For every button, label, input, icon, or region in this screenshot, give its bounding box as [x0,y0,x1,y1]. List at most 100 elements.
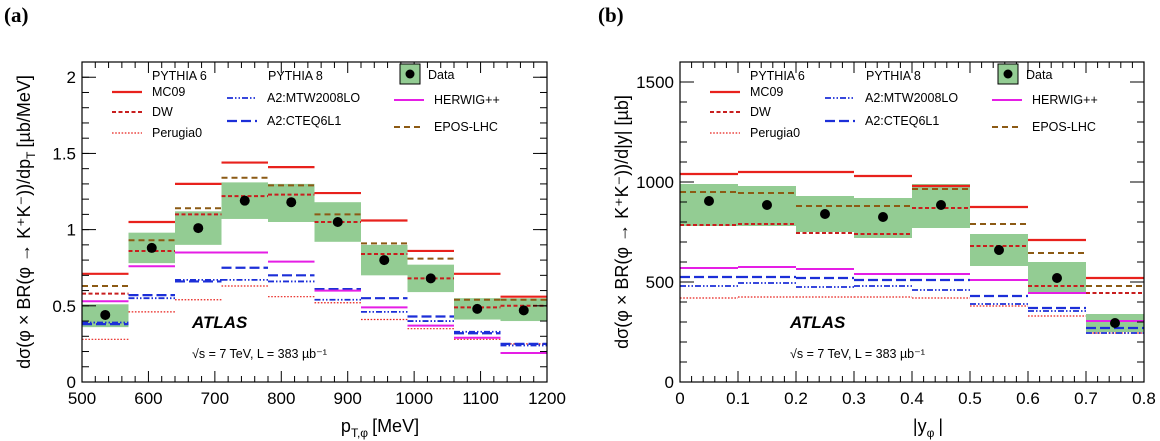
chart-panel-b: (b) 0 0.1 0.2 0.3 0.4 0.5 0.6 0.7 0.8 0 500 1000 1500… [598,3,1156,440]
panel-label: (b) [598,3,624,27]
y-axis-title-sub: T [24,151,38,159]
y-tick-label: 1500 [636,73,674,92]
data-point [425,273,436,284]
y-axis-title-main: dσ(φ × BR(φ → K⁺K⁻))/d|y| [µb] [612,95,632,349]
data-point [820,209,830,219]
x-tick-label: 0.7 [1074,389,1098,408]
data-point [100,309,111,320]
x-tick-label: 0.1 [726,389,750,408]
plot-frame [81,61,548,383]
legend-header-pythia8: PYTHIA 8 [268,69,323,83]
series-perugia0 [680,296,1144,334]
chart-panel-a: (a) 500 600 700 800 900 1000 1100 1200 0 0.5 1 1.5 2 p… [4,3,566,440]
x-tick-label: 0.4 [900,389,924,408]
legend-data-label: Data [428,68,454,82]
series-herwig- [82,251,547,355]
legend-label: DW [152,105,173,119]
y-axis-title-unit: [µb/MeV] [14,75,34,147]
legend-label: A2:CTEQ6L1 [865,114,939,128]
y-tick-label: 1 [67,221,76,240]
y-tick-label: 1000 [636,173,674,192]
series-mc09 [680,170,1144,280]
atlas-label: ATLAS [191,313,248,332]
data-point [1110,318,1120,328]
y-tick-label: 1.5 [52,144,76,163]
legend: PYTHIA 6 PYTHIA 8 Data MC09 DW Perugia0 A2:MTW… [112,63,500,140]
data-point [286,197,297,208]
legend-label: MC09 [750,85,783,99]
series-mc09 [82,161,547,298]
series-a2-mtw2008lo [82,279,547,347]
series-epos-lhc [82,176,547,301]
x-axis-title: pT,φ [MeV] [341,416,419,440]
legend-label: EPOS-LHC [1032,120,1096,134]
x-tick-label: 700 [201,389,229,408]
data-point [762,200,772,210]
x-axis-title: |yφ | [913,416,943,440]
legend-data-marker [1003,69,1013,79]
energy-label: √s = 7 TeV, L = 383 µb⁻¹ [192,347,327,361]
y-tick-label: 2 [67,68,76,87]
x-tick-label: 0.5 [958,389,982,408]
y-axis-title-main: dσ(φ × BR(φ → K⁺K⁻))/dp [14,159,34,369]
legend-header-pythia6: PYTHIA 6 [152,69,207,83]
legend-data-marker [405,69,415,79]
x-tick-label: 600 [134,389,162,408]
data-point [332,217,343,227]
legend-label: A2:CTEQ6L1 [267,114,341,128]
data-point [994,245,1004,255]
x-tick-label: 1000 [395,389,433,408]
legend-label: A2:MTW2008LO [865,91,958,105]
x-tick-label: 0.8 [1132,389,1156,408]
x-axis-title-unit: | [938,416,943,436]
legend: PYTHIA 6 PYTHIA 8 Data MC09 DW Perugia0 A2:MTW… [710,63,1098,140]
y-axis-title: dσ(φ × BR(φ → K⁺K⁻))/d|y| [µb] [612,95,632,349]
x-tick-label: 900 [334,389,362,408]
legend-label: HERWIG++ [434,93,500,107]
panel-label: (a) [4,3,29,27]
x-axis-title-main: |y [913,416,927,436]
x-tick-label: 1100 [462,389,499,408]
legend-label: MC09 [152,85,185,99]
data-point [379,255,390,266]
x-axis-title-sub: φ [927,426,935,440]
y-tick-label: 0 [67,373,76,392]
x-tick-label: 500 [68,389,96,408]
data-point [239,195,250,206]
y-tick-label: 0.5 [52,297,76,316]
x-tick-label: 0 [675,389,684,408]
data-point [878,212,888,222]
x-tick-label: 800 [267,389,295,408]
x-axis-title-main: p [341,416,351,436]
legend-data-label: Data [1026,68,1052,82]
legend-label: Perugia0 [152,126,202,140]
x-tick-label: 0.3 [842,389,866,408]
legend-label: EPOS-LHC [434,120,498,134]
data-point [518,305,529,316]
data-point [193,223,204,234]
y-tick-label: 0 [665,373,674,392]
legend-label: A2:MTW2008LO [267,91,360,105]
data-point [704,196,714,206]
legend-label: HERWIG++ [1032,93,1098,107]
legend-label: Perugia0 [750,126,800,140]
energy-label: √s = 7 TeV, L = 383 µb⁻¹ [790,347,925,361]
x-axis-title-sub: T,φ [351,426,368,440]
x-tick-label: 0.6 [1016,389,1040,408]
data-point [146,242,157,253]
series-a2-cteq6l1 [82,266,547,346]
data-point [472,303,483,314]
x-axis-title-unit: [MeV] [372,416,419,436]
data-point [936,200,946,210]
data-point [1052,273,1062,283]
legend-header-pythia6: PYTHIA 6 [750,69,805,83]
series-a2-mtw2008lo [680,282,1144,334]
atlas-label: ATLAS [789,313,846,332]
y-axis-title: dσ(φ × BR(φ → K⁺K⁻))/dpT [µb/MeV] [14,75,38,369]
x-tick-label: 1200 [528,389,566,408]
legend-header-pythia8: PYTHIA 8 [866,69,921,83]
x-tick-label: 0.2 [784,389,808,408]
y-tick-label: 500 [646,273,674,292]
legend-label: DW [750,105,771,119]
